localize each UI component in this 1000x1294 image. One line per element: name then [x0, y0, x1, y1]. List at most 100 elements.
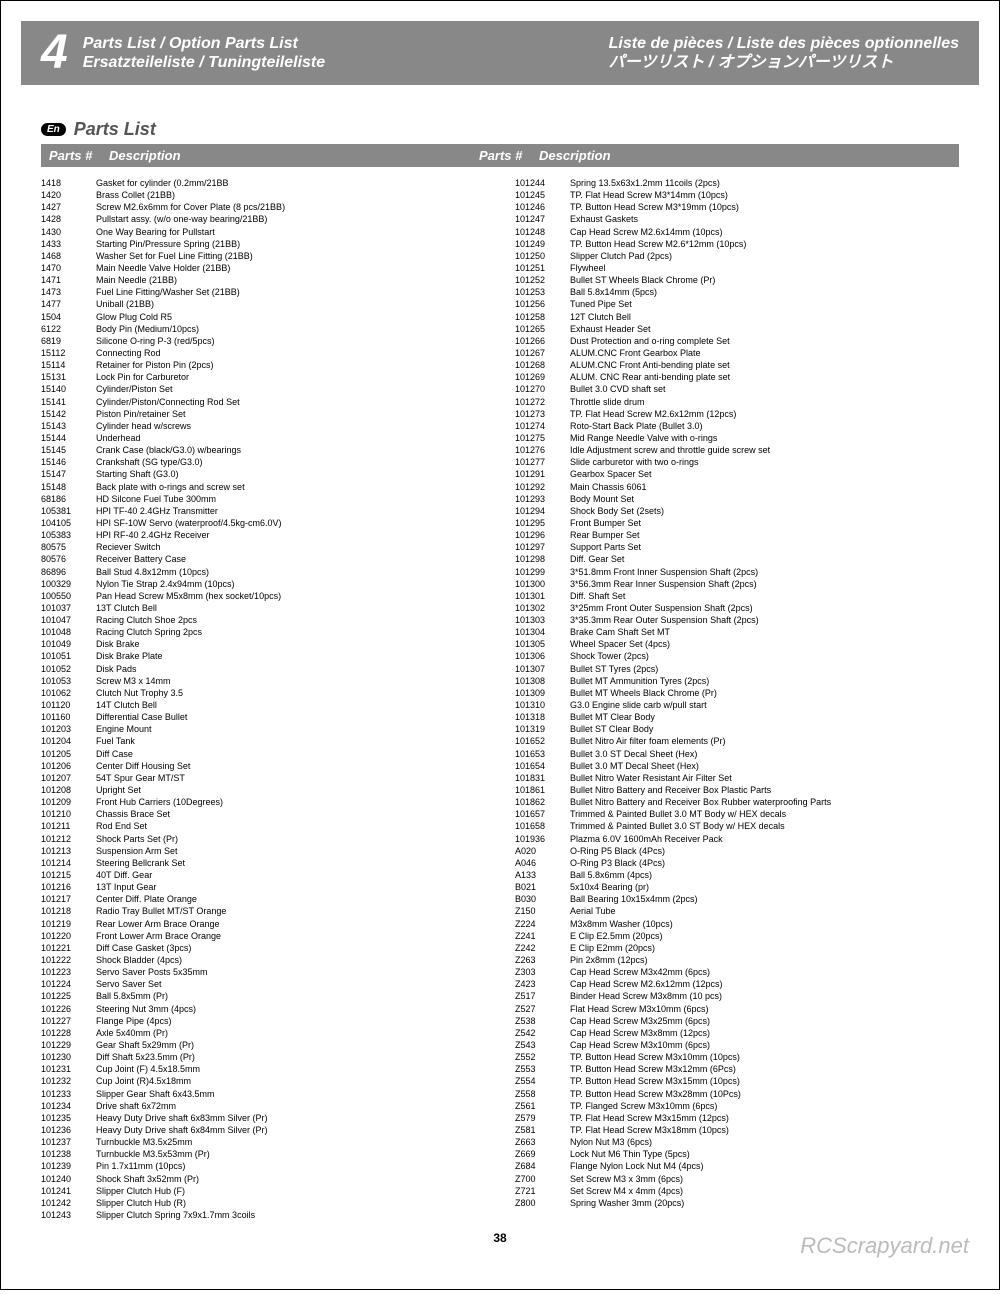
parts-row: 101211Rod End Set — [41, 820, 485, 832]
part-description: Bullet 3.0 CVD shaft set — [570, 383, 959, 395]
part-number: 101218 — [41, 905, 96, 917]
part-description: Steering Nut 3mm (4pcs) — [96, 1003, 485, 1015]
part-number: Z527 — [515, 1003, 570, 1015]
part-description: Slipper Clutch Hub (F) — [96, 1185, 485, 1197]
parts-row: 101160Differential Case Bullet — [41, 711, 485, 723]
part-number: 101242 — [41, 1197, 96, 1209]
part-number: 101207 — [41, 772, 96, 784]
part-description: Uniball (21BB) — [96, 298, 485, 310]
parts-row: 101266Dust Protection and o-ring complet… — [515, 335, 959, 347]
part-description: Nylon Nut M3 (6pcs) — [570, 1136, 959, 1148]
parts-row: Z579TP. Flat Head Screw M3x15mm (12pcs) — [515, 1112, 959, 1124]
parts-row: 101296Rear Bumper Set — [515, 529, 959, 541]
part-number: 101307 — [515, 663, 570, 675]
part-number: Z150 — [515, 905, 570, 917]
part-description: Disk Brake — [96, 638, 485, 650]
part-number: 101654 — [515, 760, 570, 772]
parts-row: 101309Bullet MT Wheels Black Chrome (Pr) — [515, 687, 959, 699]
parts-row: 101234Drive shaft 6x72mm — [41, 1100, 485, 1112]
parts-row: 101248Cap Head Screw M2.6x14mm (10pcs) — [515, 226, 959, 238]
parts-row: 101243Slipper Clutch Spring 7x9x1.7mm 3c… — [41, 1209, 485, 1221]
parts-row: 101208Upright Set — [41, 784, 485, 796]
part-number: 1418 — [41, 177, 96, 189]
part-number: 101213 — [41, 845, 96, 857]
parts-row: 101222Shock Bladder (4pcs) — [41, 954, 485, 966]
part-number: 101052 — [41, 663, 96, 675]
language-badge: En — [41, 123, 66, 136]
parts-row: 101051Disk Brake Plate — [41, 650, 485, 662]
part-description: Servo Saver Set — [96, 978, 485, 990]
part-description: Reciever Switch — [96, 541, 485, 553]
part-description: 3*51.8mm Front Inner Suspension Shaft (2… — [570, 566, 959, 578]
parts-row: 1471Main Needle (21BB) — [41, 274, 485, 286]
parts-row: 15141Cylinder/Piston/Connecting Rod Set — [41, 396, 485, 408]
part-number: 101206 — [41, 760, 96, 772]
parts-row: 101250Slipper Clutch Pad (2pcs) — [515, 250, 959, 262]
part-description: E Clip E2mm (20pcs) — [570, 942, 959, 954]
parts-row: 1428Pullstart assy. (w/o one-way bearing… — [41, 213, 485, 225]
part-number: 100329 — [41, 578, 96, 590]
part-number: Z553 — [515, 1063, 570, 1075]
parts-list-section-header: En Parts List Parts # Description Parts … — [41, 115, 959, 167]
part-number: 101266 — [515, 335, 570, 347]
part-number: 101233 — [41, 1088, 96, 1100]
parts-row: 101862Bullet Nitro Battery and Receiver … — [515, 796, 959, 808]
part-number: 15112 — [41, 347, 96, 359]
parts-row: 101232Cup Joint (R)4.5x18mm — [41, 1075, 485, 1087]
parts-row: 101251Flywheel — [515, 262, 959, 274]
parts-row: 101275Mid Range Needle Valve with o-ring… — [515, 432, 959, 444]
title-fr: Liste de pièces / Liste des pièces optio… — [609, 34, 959, 53]
part-description: Upright Set — [96, 784, 485, 796]
part-description: Shock Body Set (2sets) — [570, 505, 959, 517]
part-number: Z684 — [515, 1160, 570, 1172]
parts-row: 101306Shock Tower (2pcs) — [515, 650, 959, 662]
part-description: TP. Button Head Screw M2.6*12mm (10pcs) — [570, 238, 959, 250]
parts-row: 101272Throttle slide drum — [515, 396, 959, 408]
part-number: 101120 — [41, 699, 96, 711]
part-number: 15142 — [41, 408, 96, 420]
part-description: Wheel Spacer Set (4pcs) — [570, 638, 959, 650]
parts-row: 1430One Way Bearing for Pullstart — [41, 226, 485, 238]
part-number: 101240 — [41, 1173, 96, 1185]
part-number: Z241 — [515, 930, 570, 942]
part-description: Pin 1.7x11mm (10pcs) — [96, 1160, 485, 1172]
parts-row: 80576Receiver Battery Case — [41, 553, 485, 565]
part-number: 80576 — [41, 553, 96, 565]
parts-row: Z527Flat Head Screw M3x10mm (6pcs) — [515, 1003, 959, 1015]
part-number: 101244 — [515, 177, 570, 189]
parts-row: Z721Set Screw M4 x 4mm (4pcs) — [515, 1185, 959, 1197]
part-description: O-Ring P5 Black (4Pcs) — [570, 845, 959, 857]
part-number: 101249 — [515, 238, 570, 250]
part-number: 101291 — [515, 468, 570, 480]
part-description: Crank Case (black/G3.0) w/bearings — [96, 444, 485, 456]
parts-row: Z684Flange Nylon Lock Nut M4 (4pcs) — [515, 1160, 959, 1172]
part-description: Disk Pads — [96, 663, 485, 675]
part-number: 105383 — [41, 529, 96, 541]
part-number: 101292 — [515, 481, 570, 493]
part-number: 6122 — [41, 323, 96, 335]
part-description: Fuel Line Fitting/Washer Set (21BB) — [96, 286, 485, 298]
part-description: Clutch Nut Trophy 3.5 — [96, 687, 485, 699]
part-number: 101306 — [515, 650, 570, 662]
part-description: Front Bumper Set — [570, 517, 959, 529]
part-number: 101223 — [41, 966, 96, 978]
part-number: 101298 — [515, 553, 570, 565]
part-number: 86896 — [41, 566, 96, 578]
part-description: Gearbox Spacer Set — [570, 468, 959, 480]
parts-row: 101247Exhaust Gaskets — [515, 213, 959, 225]
part-description: Crankshaft (SG type/G3.0) — [96, 456, 485, 468]
part-description: Heavy Duty Drive shaft 6x83mm Silver (Pr… — [96, 1112, 485, 1124]
parts-row: 1420Brass Collet (21BB) — [41, 189, 485, 201]
parts-row: 15142Piston Pin/retainer Set — [41, 408, 485, 420]
part-number: Z224 — [515, 918, 570, 930]
part-description: Bullet ST Clear Body — [570, 723, 959, 735]
part-description: Ball 5.8x6mm (4pcs) — [570, 869, 959, 881]
parts-row: 101310G3.0 Engine slide carb w/pull star… — [515, 699, 959, 711]
part-number: 101256 — [515, 298, 570, 310]
part-number: Z561 — [515, 1100, 570, 1112]
part-description: Connecting Rod — [96, 347, 485, 359]
part-description: 12T Clutch Bell — [570, 311, 959, 323]
part-number: 101219 — [41, 918, 96, 930]
part-description: Body Pin (Medium/10pcs) — [96, 323, 485, 335]
parts-row: 101861Bullet Nitro Battery and Receiver … — [515, 784, 959, 796]
